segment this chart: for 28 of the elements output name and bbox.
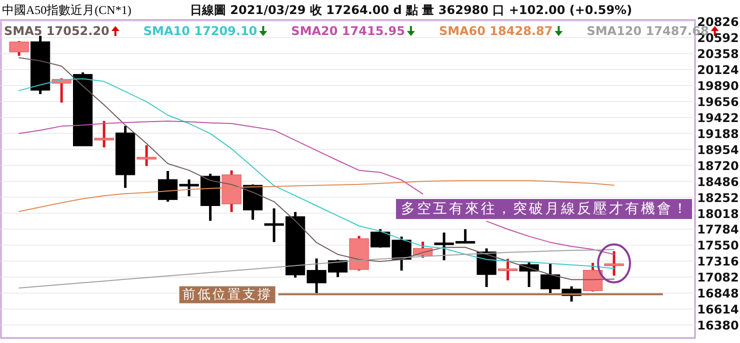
chart-subtitle: 日線圖 2021/03/29 收 17264.00 d 點 量 362980 口 +102.00 (+0.59%) [190, 3, 632, 17]
y-tick-label: 18018 [697, 206, 739, 221]
y-tick-label: 20124 [697, 63, 739, 78]
y-tick-label: 19422 [697, 110, 739, 125]
y-tick-label: 19188 [697, 126, 739, 141]
y-tick-label: 17784 [697, 222, 739, 237]
y-tick-label: 17550 [697, 238, 739, 253]
text: SMA5 17052.20 [4, 24, 110, 38]
y-tick-label: 20358 [697, 47, 739, 62]
annotation: 多空互有來往，突破月線反壓才有機會！ [401, 201, 689, 217]
y-tick-label: 17316 [697, 254, 739, 269]
ref-line-label: 前低位置支撐 [182, 287, 272, 302]
ref-label: 前低位置支撐 [179, 286, 276, 304]
annotation: 多空互有來往，突破月線反壓才有機會！ [396, 199, 692, 219]
text: SMA20 17415.95 [291, 24, 405, 38]
y-tick-label: 17082 [697, 270, 739, 285]
y-tick-label: 18720 [697, 158, 739, 173]
y-tick-label: 16848 [697, 286, 739, 301]
y-tick-label: 16614 [697, 302, 739, 317]
y-tick-label: 19656 [697, 94, 739, 109]
y-tick-label: 19890 [697, 79, 739, 94]
chart-title: 中國A50指數近月(CN*1) [2, 3, 132, 17]
y-tick-label: 18486 [697, 174, 739, 189]
y-tick-label: 16380 [697, 318, 739, 333]
y-tick-label: 18954 [697, 142, 739, 157]
text: SMA10 17209.10 [143, 24, 258, 38]
y-tick-label: 18252 [697, 190, 739, 205]
text: SMA60 18428.87 [438, 24, 553, 38]
